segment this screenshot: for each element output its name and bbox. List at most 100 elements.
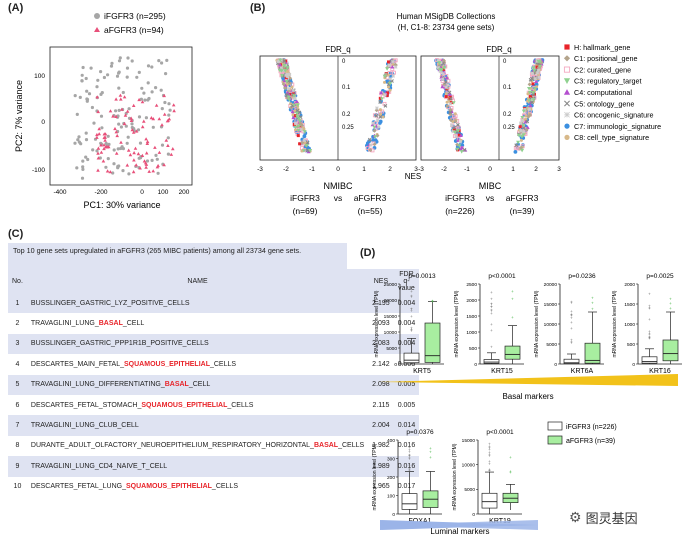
pca-point-ifgfr3	[96, 78, 100, 82]
legend-marker-2	[563, 66, 571, 73]
pca-point-afgfr3	[114, 151, 119, 155]
gsea-point	[372, 125, 377, 129]
right-x-tick: 3	[557, 166, 561, 173]
box-ifgfr3	[641, 356, 658, 364]
y-tick-label: 0	[632, 362, 635, 368]
pca-point-ifgfr3	[121, 90, 125, 95]
gsea-point	[282, 64, 287, 68]
pca-point-ifgfr3	[91, 148, 95, 152]
pca-point-ifgfr3	[146, 81, 150, 85]
gsea-point	[440, 77, 445, 82]
outlier: +	[410, 294, 413, 299]
legend-ifgfr3: iFGFR3 (n=226)	[566, 424, 617, 431]
pca-point-ifgfr3	[139, 97, 143, 101]
boxplot-krt5: p=0.0013 25000 20000 15000 10000 5000 0 mRNA ex…	[374, 273, 444, 375]
pca-point-ifgfr3	[130, 59, 134, 63]
y-axis-label: mRNA expression level (TPM)	[454, 290, 460, 357]
pca-point-afgfr3	[114, 97, 118, 101]
pca-point-afgfr3	[171, 103, 176, 107]
pca-point-ifgfr3	[126, 56, 130, 60]
gsea-point	[373, 138, 378, 143]
gsea-point	[455, 147, 460, 152]
gsea-point	[378, 108, 382, 112]
pca-point-ifgfr3	[90, 105, 94, 110]
gsea-point	[527, 107, 532, 111]
pca-point-ifgfr3	[80, 176, 85, 180]
row-fdr: 0.004	[397, 320, 416, 328]
table-header-row: No. NAME NES FDR q-value	[8, 269, 420, 293]
gsea-point	[383, 104, 388, 108]
pca-point-afgfr3	[114, 130, 119, 134]
y-tick-label: 5000	[464, 487, 475, 493]
pca-point-afgfr3	[142, 119, 146, 123]
pca-point-ifgfr3	[124, 124, 128, 128]
right-cmp-vs: vs	[486, 193, 495, 203]
legend-marker-ifgfr3	[94, 13, 100, 19]
pca-point-afgfr3	[140, 125, 145, 129]
y-tick-label: 1500	[624, 302, 635, 308]
gsea-point	[525, 119, 530, 124]
pca-point-ifgfr3	[116, 147, 120, 151]
pca-point-ifgfr3	[142, 91, 146, 95]
gsea-point	[524, 117, 528, 121]
boxplot-krt15: p<0.0001 2500 2000 1500 1000 500 0 mRNA express…	[454, 273, 524, 375]
gsea-point	[302, 134, 307, 139]
pca-point-ifgfr3	[86, 157, 90, 162]
row-nes: 2.115	[372, 401, 390, 409]
right-x-tick: -1	[464, 166, 470, 173]
right-fdr-label: FDR_q	[486, 45, 511, 54]
outlier: +	[410, 307, 413, 312]
left-fdr-tick-0: 0	[342, 59, 346, 65]
gsea-point	[454, 134, 458, 139]
gsea-point	[441, 58, 446, 63]
gsea-point	[529, 76, 534, 81]
right-cmp-b: aFGFR3	[506, 193, 539, 203]
outlier: +	[570, 326, 573, 331]
pca-point-ifgfr3	[116, 164, 120, 169]
panel-letter-c: (C)	[8, 228, 24, 240]
pca-xtick-minus400: -400	[53, 189, 66, 196]
row-name-part: DURANTE_ADULT_OLFACTORY_NEUROEPITHELIUM_…	[30, 442, 314, 450]
box-ifgfr3	[481, 492, 498, 509]
pca-point-ifgfr3	[121, 169, 125, 173]
gsea-point	[535, 65, 539, 69]
outlier: +	[511, 296, 514, 301]
gsea-point	[302, 138, 307, 143]
pca-point-afgfr3	[142, 159, 147, 163]
pca-point-afgfr3	[102, 146, 106, 151]
gsea-nes-label: NES	[405, 172, 421, 181]
pca-point-ifgfr3	[104, 165, 108, 169]
pca-point-afgfr3	[149, 116, 154, 120]
outlier: +	[488, 447, 491, 452]
legend-marker-4	[563, 89, 571, 95]
basal-marker-wedge	[378, 374, 678, 386]
pca-point-ifgfr3	[84, 131, 88, 135]
pca-point-ifgfr3	[127, 107, 131, 111]
pca-point-afgfr3	[126, 148, 131, 152]
gsea-point	[444, 92, 448, 96]
pca-point-afgfr3	[122, 121, 127, 126]
gsea-point	[292, 94, 297, 98]
pca-point-afgfr3	[96, 156, 101, 160]
legend-marker-3	[563, 78, 571, 84]
panel-letter-d: (D)	[360, 247, 376, 259]
gsea-point	[295, 103, 300, 107]
row-name: TRAVAGLINI_LUNG_CD4_NAIVE_T_CELL	[26, 456, 369, 477]
gsea-point	[375, 106, 379, 110]
row-name-highlight: SQUAMOUS_EPITHELIAL	[124, 360, 210, 368]
gsea-point	[296, 117, 301, 121]
outlier: +	[410, 327, 413, 332]
gsea-point	[291, 113, 295, 117]
outlier: +	[648, 306, 651, 311]
gsea-point	[291, 115, 296, 120]
outlier: +	[488, 461, 491, 466]
row-name-part: DESCARTES_FETAL_LUNG_	[30, 483, 126, 491]
y-tick-label: 0	[394, 362, 397, 368]
row-no: 1	[8, 293, 27, 314]
pca-point-ifgfr3	[151, 125, 155, 129]
outlier: +	[669, 296, 672, 301]
table-row: 2 TRAVAGLINI_LUNG_BASAL_CELL 2.093 0.004	[8, 313, 419, 333]
outlier: +	[509, 455, 512, 460]
outlier: +	[488, 454, 491, 459]
right-cmp-a: iFGFR3	[445, 193, 475, 203]
